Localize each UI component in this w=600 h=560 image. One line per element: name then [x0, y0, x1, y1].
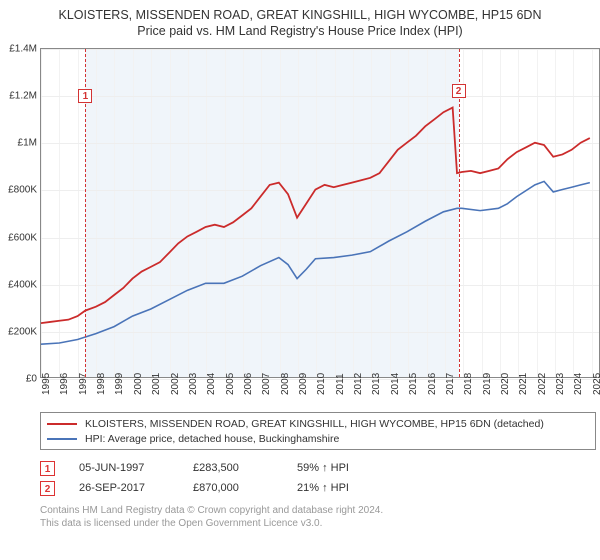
- x-axis: 1995199619971998199920002001200220032004…: [41, 377, 599, 405]
- y-tick-label: £1M: [18, 138, 37, 149]
- y-tick-label: £1.2M: [9, 91, 37, 102]
- y-tick-label: £1.4M: [9, 44, 37, 55]
- event-marker: 1: [78, 89, 92, 103]
- y-tick-label: £0: [26, 374, 37, 385]
- event-delta: 59% ↑ HPI: [297, 462, 377, 474]
- title-block: KLOISTERS, MISSENDEN ROAD, GREAT KINGSHI…: [0, 8, 600, 38]
- footer-note: Contains HM Land Registry data © Crown c…: [40, 504, 596, 530]
- y-axis: £0£200K£400K£600K£800K£1M£1.2M£1.4M: [1, 49, 39, 377]
- event-date: 26-SEP-2017: [79, 482, 169, 494]
- y-tick-label: £800K: [8, 185, 37, 196]
- title-line2: Price paid vs. HM Land Registry's House …: [0, 24, 600, 38]
- footer-line2: This data is licensed under the Open Gov…: [40, 517, 596, 530]
- legend-label: KLOISTERS, MISSENDEN ROAD, GREAT KINGSHI…: [85, 418, 544, 430]
- event-delta: 21% ↑ HPI: [297, 482, 377, 494]
- footer-line1: Contains HM Land Registry data © Crown c…: [40, 504, 596, 517]
- y-tick-label: £600K: [8, 232, 37, 243]
- chart-lines: [41, 49, 599, 377]
- event-date: 05-JUN-1997: [79, 462, 169, 474]
- y-tick-label: £200K: [8, 326, 37, 337]
- series-hpi: [41, 181, 590, 344]
- plot-area: £0£200K£400K£600K£800K£1M£1.2M£1.4M 1995…: [40, 48, 600, 378]
- legend-swatch: [47, 438, 77, 440]
- chart-container: KLOISTERS, MISSENDEN ROAD, GREAT KINGSHI…: [0, 0, 600, 560]
- legend-row: HPI: Average price, detached house, Buck…: [47, 431, 589, 446]
- event-marker: 2: [452, 84, 466, 98]
- title-line1: KLOISTERS, MISSENDEN ROAD, GREAT KINGSHI…: [0, 8, 600, 22]
- legend: KLOISTERS, MISSENDEN ROAD, GREAT KINGSHI…: [40, 412, 596, 450]
- legend-swatch: [47, 423, 77, 425]
- event-number-box: 2: [40, 481, 55, 496]
- event-number-box: 1: [40, 461, 55, 476]
- series-property: [41, 108, 590, 324]
- event-price: £283,500: [193, 462, 273, 474]
- event-row: 1 05-JUN-1997 £283,500 59% ↑ HPI: [40, 458, 596, 478]
- event-row: 2 26-SEP-2017 £870,000 21% ↑ HPI: [40, 478, 596, 498]
- y-tick-label: £400K: [8, 279, 37, 290]
- legend-label: HPI: Average price, detached house, Buck…: [85, 433, 339, 445]
- event-price: £870,000: [193, 482, 273, 494]
- events-table: 1 05-JUN-1997 £283,500 59% ↑ HPI 2 26-SEP-201…: [40, 458, 596, 498]
- legend-row: KLOISTERS, MISSENDEN ROAD, GREAT KINGSHI…: [47, 416, 589, 431]
